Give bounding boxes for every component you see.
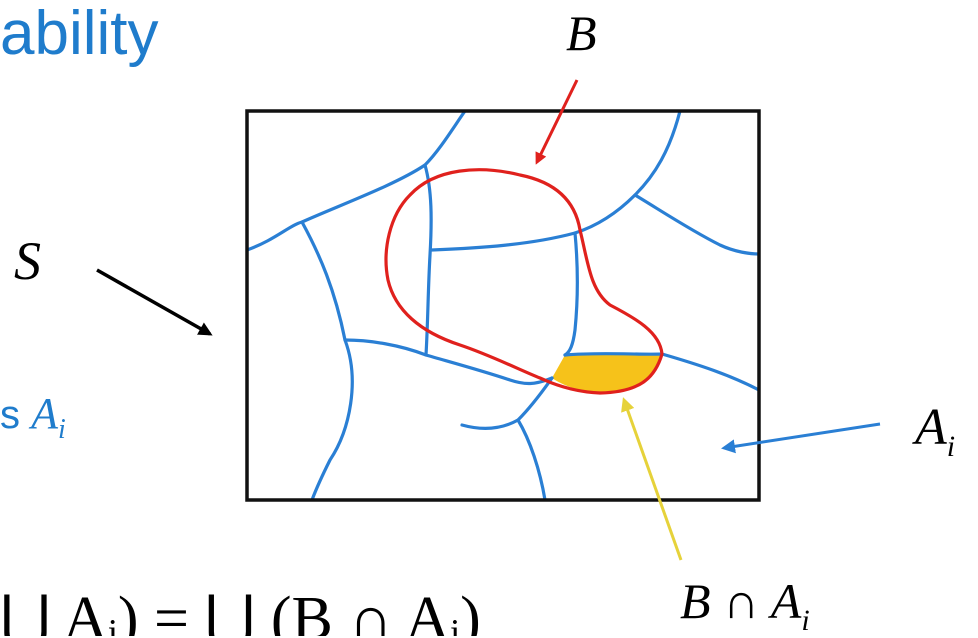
- region-B-outline: [384, 168, 664, 395]
- arrow-to-Ai: [721, 422, 881, 454]
- side-text-math-sub: i: [58, 414, 66, 445]
- intersection-region: [552, 353, 662, 393]
- label-intersection-op: ∩: [723, 573, 760, 629]
- label-intersection: B ∩ Ai: [680, 572, 810, 638]
- label-intersection-B: B: [680, 573, 711, 629]
- label-intersection-sub: i: [801, 604, 810, 637]
- side-text-prefix: s: [0, 393, 20, 437]
- side-text-fragment: s Ai: [0, 388, 66, 446]
- label-A-i: Ai: [915, 398, 955, 464]
- arrow-to-intersection: [621, 397, 683, 561]
- arrow-to-S: [96, 268, 213, 336]
- label-A-i-var: A: [915, 399, 947, 456]
- sample-space-box: [245, 109, 761, 502]
- label-A-i-sub: i: [946, 430, 956, 463]
- label-S: S: [14, 231, 41, 291]
- label-intersection-A: A: [770, 573, 802, 629]
- label-B: B: [566, 5, 597, 61]
- slide-title-fragment: ability: [0, 0, 159, 68]
- side-text-math: A: [31, 389, 59, 438]
- formula-fragment: ⋃ Aᵢ) = ⋃ (B ∩ Aᵢ): [0, 588, 481, 636]
- arrow-to-B: [535, 79, 579, 165]
- partition-lines: [247, 111, 759, 500]
